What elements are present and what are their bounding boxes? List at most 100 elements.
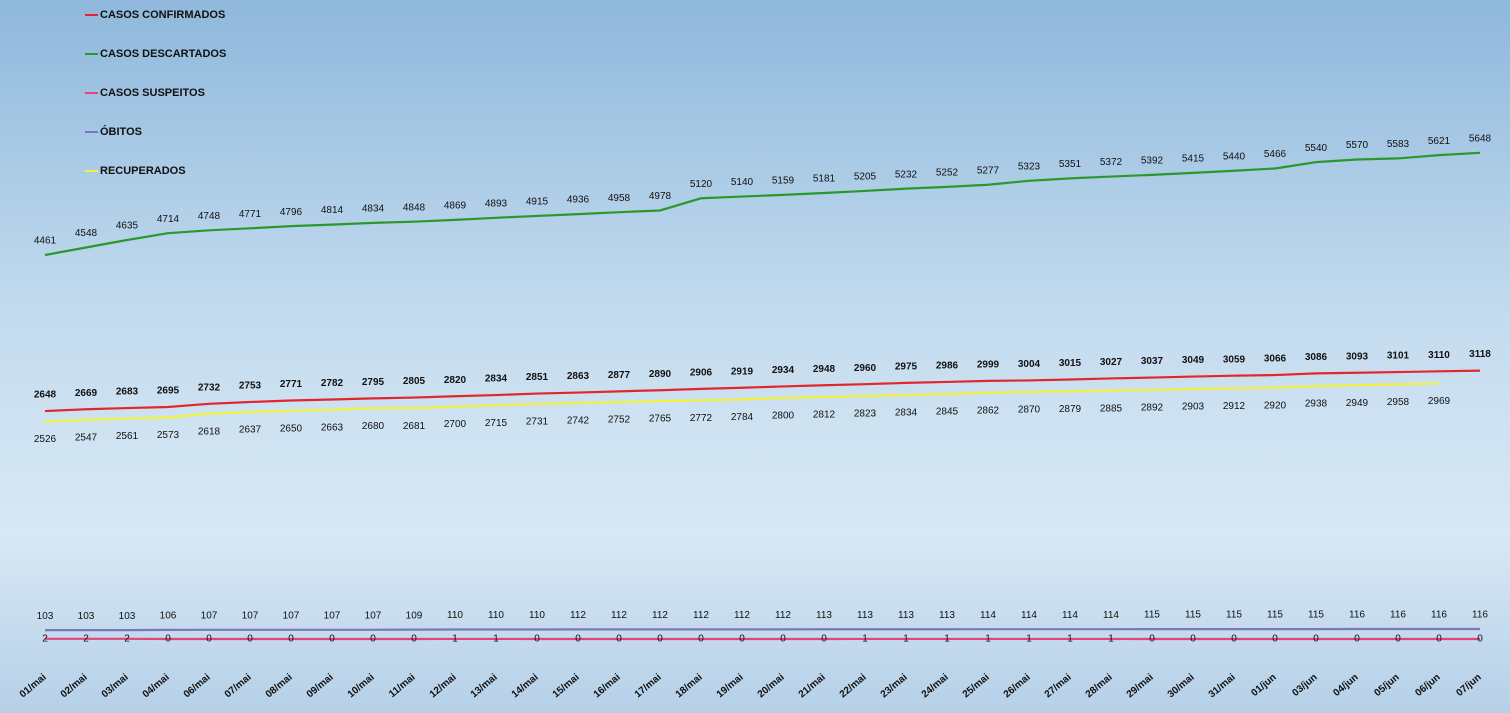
- value-label: 2526: [34, 434, 57, 445]
- value-label: 0: [206, 634, 212, 645]
- value-label: 4461: [34, 236, 57, 247]
- x-tick-label: 31/mai: [1207, 672, 1238, 701]
- value-label: 0: [329, 634, 335, 645]
- x-tick-label: 28/mai: [1084, 672, 1115, 701]
- x-tick-label: 15/mai: [551, 672, 582, 701]
- value-label: 1: [1026, 634, 1032, 645]
- value-label: 112: [734, 610, 750, 621]
- series-line: [44, 151, 1481, 257]
- value-label: 3059: [1223, 354, 1246, 365]
- value-label: 116: [1349, 610, 1365, 621]
- value-label: 2969: [1428, 396, 1451, 407]
- x-tick-label: 12/mai: [428, 672, 459, 701]
- value-label: 3066: [1264, 354, 1287, 365]
- value-label: 2919: [731, 366, 754, 377]
- value-label: 2669: [75, 388, 98, 399]
- value-label: 4869: [444, 201, 467, 212]
- value-label: 5351: [1059, 159, 1082, 170]
- x-tick-label: 04/jun: [1331, 672, 1360, 699]
- value-label: 5415: [1182, 154, 1205, 165]
- value-label: 4834: [362, 204, 385, 215]
- value-label: 2732: [198, 382, 221, 393]
- value-label: 2975: [895, 362, 918, 373]
- value-label: 113: [816, 610, 832, 621]
- value-label: 107: [201, 610, 218, 621]
- value-label: 0: [1231, 634, 1237, 645]
- value-label: 114: [1021, 610, 1037, 621]
- value-label: 113: [857, 610, 873, 621]
- value-label: 2892: [1141, 403, 1164, 414]
- value-label: 4958: [608, 193, 631, 204]
- value-label: 2715: [485, 418, 508, 429]
- value-label: 2999: [977, 359, 1000, 370]
- value-label: 103: [78, 611, 95, 622]
- value-label: 0: [821, 634, 827, 645]
- value-label: 1: [1108, 634, 1114, 645]
- value-label: 2948: [813, 364, 836, 375]
- x-tick-label: 30/mai: [1166, 672, 1197, 701]
- value-label: 3118: [1469, 349, 1491, 360]
- value-label: 5372: [1100, 157, 1123, 168]
- value-label: 115: [1226, 610, 1242, 621]
- value-label: 2958: [1387, 397, 1410, 408]
- x-tick-label: 22/mai: [838, 672, 869, 701]
- value-label: 5440: [1223, 151, 1246, 162]
- value-label: 5205: [854, 172, 877, 183]
- value-label: 3093: [1346, 351, 1369, 362]
- series-line: [44, 369, 1481, 413]
- value-label: 0: [657, 634, 663, 645]
- value-label: 5648: [1469, 133, 1492, 144]
- value-label: 5277: [977, 165, 1000, 176]
- value-label: 0: [1477, 634, 1483, 645]
- value-label: 4796: [280, 207, 303, 218]
- value-label: 2920: [1264, 400, 1287, 411]
- value-label: 3110: [1428, 350, 1450, 361]
- value-label: 2680: [362, 421, 385, 432]
- value-label: 1: [1067, 634, 1073, 645]
- value-label: 2879: [1059, 404, 1082, 415]
- value-label: 107: [324, 610, 341, 621]
- value-label: 114: [980, 610, 996, 621]
- value-label: 0: [411, 634, 417, 645]
- value-label: 107: [283, 610, 300, 621]
- x-tick-label: 07/mai: [223, 672, 254, 701]
- value-label: 2650: [280, 424, 303, 435]
- value-label: 2805: [403, 376, 426, 387]
- value-label: 5466: [1264, 149, 1287, 160]
- value-label: 5252: [936, 168, 959, 179]
- value-label: 2637: [239, 425, 262, 436]
- x-tick-label: 27/mai: [1043, 672, 1074, 701]
- x-tick-label: 05/jun: [1372, 672, 1401, 699]
- value-label: 2949: [1346, 398, 1369, 409]
- series-line: [45, 627, 1480, 632]
- value-label: 4748: [198, 211, 221, 222]
- value-label: 2731: [526, 417, 549, 428]
- value-label: 2784: [731, 412, 754, 423]
- value-label: 4936: [567, 195, 590, 206]
- value-label: 2800: [772, 411, 795, 422]
- value-label: 106: [160, 611, 177, 622]
- x-tick-label: 21/mai: [797, 672, 828, 701]
- x-tick-label: 03/jun: [1290, 672, 1319, 699]
- value-label: 2812: [813, 410, 836, 421]
- value-label: 0: [288, 634, 294, 645]
- value-label: 4548: [75, 228, 98, 239]
- value-label: 2934: [772, 365, 795, 376]
- value-label: 2885: [1100, 403, 1123, 414]
- value-label: 0: [616, 634, 622, 645]
- value-label: 110: [447, 610, 463, 621]
- value-label: 114: [1062, 610, 1078, 621]
- value-label: 2823: [854, 409, 877, 420]
- value-label: 2877: [608, 370, 631, 381]
- legend-label: CASOS CONFIRMADOS: [100, 9, 225, 21]
- value-label: 2683: [116, 387, 139, 398]
- value-label: 115: [1144, 610, 1160, 621]
- value-label: 2547: [75, 432, 98, 443]
- value-label: 3037: [1141, 356, 1164, 367]
- value-label: 116: [1390, 610, 1406, 621]
- value-label: 112: [775, 610, 791, 621]
- value-label: 2573: [157, 430, 180, 441]
- x-tick-label: 24/mai: [920, 672, 951, 701]
- value-label: 2863: [567, 371, 590, 382]
